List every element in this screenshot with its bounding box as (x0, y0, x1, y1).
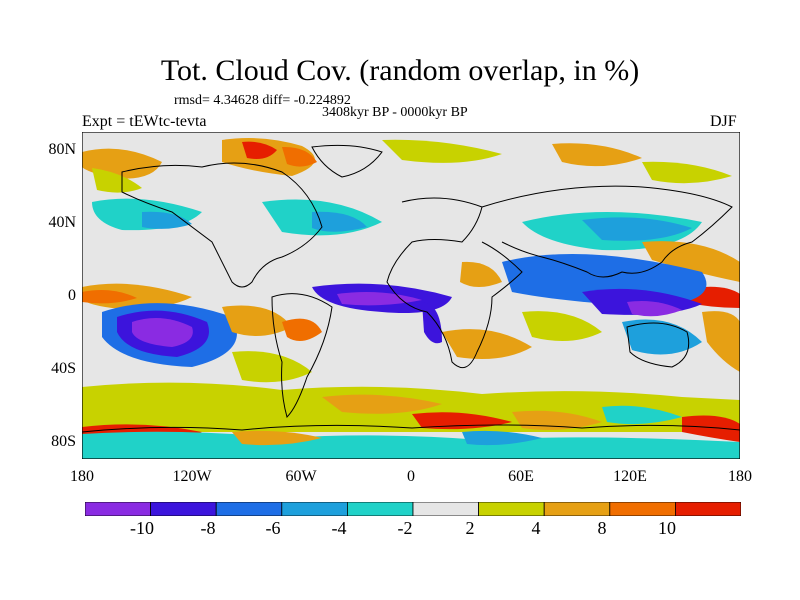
colorbar-swatch (346, 502, 414, 516)
lon-label-60w: 60W (285, 468, 317, 485)
coastlines (82, 144, 740, 433)
colorbar-swatch (281, 502, 348, 516)
colorbar-label: 2 (465, 518, 475, 538)
colorbar-swatch (609, 502, 676, 516)
stats-line: rmsd= 4.34628 diff= -0.224892 (174, 93, 351, 108)
colorbar-swatch (675, 502, 741, 516)
cloud-cover-map (82, 132, 740, 459)
lon-label-180w: 180 (70, 468, 94, 485)
colorbar-label: -2 (397, 518, 413, 538)
lon-label-60e: 60E (508, 468, 534, 485)
lat-label-0: 0 (68, 287, 76, 304)
period-label: 3408kyr BP - 0000kyr BP (322, 105, 468, 120)
colorbar-swatch (543, 502, 611, 516)
lon-label-120e: 120E (613, 468, 647, 485)
colorbar-label: -4 (331, 518, 347, 538)
lat-label-80s: 80S (51, 433, 76, 450)
season-label: DJF (710, 113, 737, 130)
lon-label-120w: 120W (172, 468, 212, 485)
lon-label-180e: 180 (728, 468, 752, 485)
map-title: Tot. Cloud Cov. (random overlap, in %) (160, 54, 640, 87)
colorbar-swatch (85, 502, 151, 516)
lat-label-40s: 40S (51, 360, 76, 377)
colorbar-swatch (215, 502, 283, 516)
anomaly-field (82, 138, 740, 459)
lat-label-40n: 40N (48, 214, 76, 231)
colorbar-label: -10 (130, 518, 154, 538)
colorbar-label: -8 (200, 518, 216, 538)
colorbar (85, 502, 741, 516)
lat-label-80n: 80N (48, 141, 76, 158)
colorbar-label: 10 (658, 518, 676, 538)
colorbar-label: 8 (597, 518, 607, 538)
colorbar-swatch (150, 502, 217, 516)
lon-label-0: 0 (407, 468, 415, 485)
colorbar-label: 4 (531, 518, 541, 538)
colorbar-label: -6 (265, 518, 281, 538)
colorbar-swatch (478, 502, 545, 516)
colorbar-swatch (412, 502, 479, 516)
experiment-label: Expt = tEWtc-tevta (82, 113, 207, 130)
